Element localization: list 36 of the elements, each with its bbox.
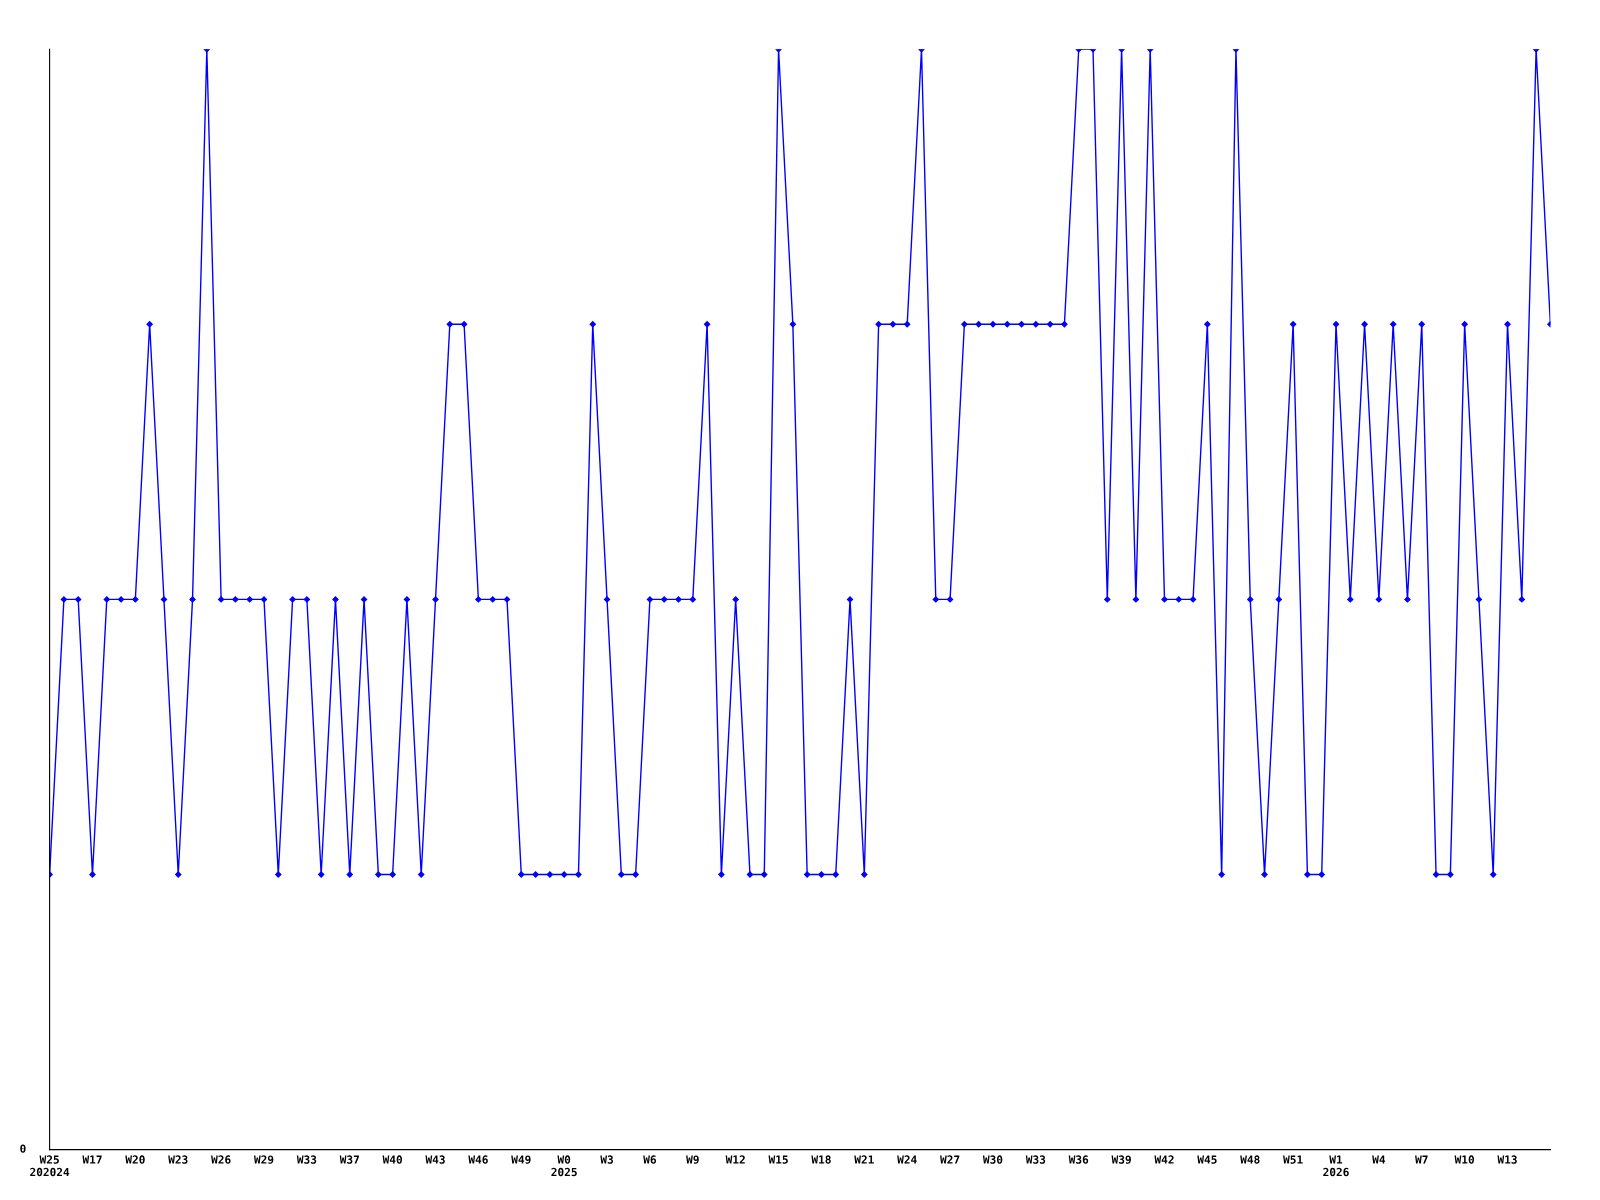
x-tick-label: W9 xyxy=(686,1155,699,1164)
x-tick-label: W46 xyxy=(468,1155,488,1164)
x-tick-label: W27 xyxy=(940,1155,960,1164)
x-tick-label: W42 xyxy=(1154,1155,1174,1164)
x-tick-label: W0 2025 xyxy=(551,1155,577,1177)
x-tick-label: W24 xyxy=(897,1155,917,1164)
x-tick-label: W21 xyxy=(854,1155,874,1164)
x-tick-label: W26 xyxy=(211,1155,231,1164)
x-tick-label: W29 xyxy=(253,1155,274,1164)
x-tick-label: W33 xyxy=(296,1155,317,1164)
x-tick-label: W30 xyxy=(982,1155,1003,1164)
x-tick-label: W17 xyxy=(82,1155,102,1164)
x-tick-label: W18 xyxy=(811,1155,831,1164)
x-tick-label: W51 xyxy=(1283,1155,1303,1164)
x-tick-label: W43 xyxy=(425,1155,445,1164)
x-tick-label: W15 xyxy=(768,1155,788,1164)
x-tick-label: W49 xyxy=(511,1155,531,1164)
x-tick-label: W1 2026 xyxy=(1323,1155,1349,1177)
x-tick-label: W3 xyxy=(600,1155,614,1164)
x-tick-label: W33 xyxy=(1025,1155,1046,1164)
x-tick-label: W39 xyxy=(1111,1155,1131,1164)
x-tick-label: W23 xyxy=(168,1155,188,1164)
x-tick-label: W45 xyxy=(1197,1155,1217,1164)
x-tick-label: W37 xyxy=(339,1155,359,1164)
x-tick-label: W12 xyxy=(725,1155,745,1164)
x-tick-label: W48 xyxy=(1240,1155,1260,1164)
text: 0 xyxy=(20,1144,26,1153)
x-tick-label: W13 xyxy=(1497,1155,1517,1164)
x-tick-label: W25 202024 xyxy=(30,1155,70,1177)
x-tick-label: W10 xyxy=(1454,1155,1475,1164)
x-tick-label: W40 xyxy=(382,1155,403,1164)
x-tick-label: W4 xyxy=(1372,1155,1386,1164)
x-tick-label: W20 xyxy=(125,1155,145,1164)
x-tick-label: W36 xyxy=(1068,1155,1089,1164)
x-tick-label: W7 xyxy=(1415,1155,1428,1164)
x-tick-label: W6 xyxy=(643,1155,657,1164)
